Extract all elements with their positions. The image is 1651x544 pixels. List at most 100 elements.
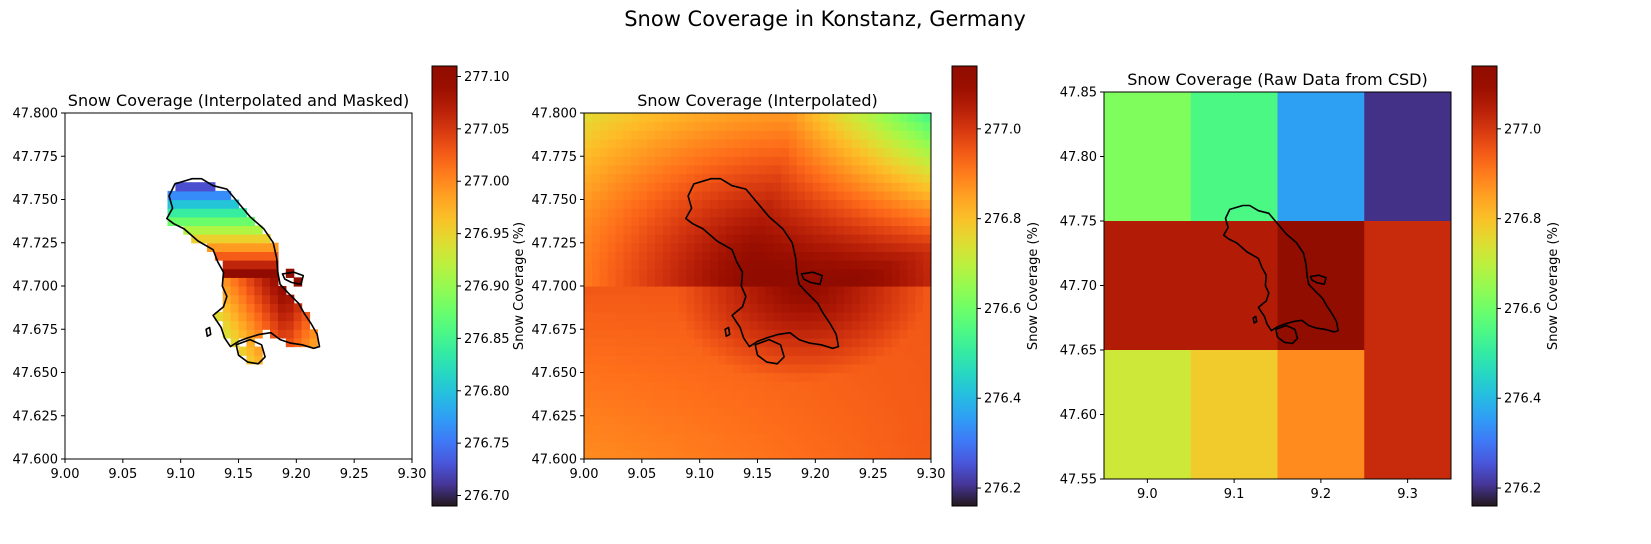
heatmap-cell xyxy=(915,121,924,131)
heatmap-cell xyxy=(678,311,688,322)
heatmap-cell xyxy=(694,346,703,356)
heatmap-cell xyxy=(757,372,766,382)
heatmap-cell xyxy=(678,138,688,149)
heatmap-cell xyxy=(828,130,837,140)
heatmap-cell xyxy=(812,398,822,408)
heatmap-cell xyxy=(804,286,814,296)
heatmap-cell xyxy=(662,234,672,244)
heatmap-cell xyxy=(1190,92,1278,222)
heatmap-cell xyxy=(270,251,279,261)
heatmap-cell xyxy=(899,138,908,149)
heatmap-cell xyxy=(710,199,719,209)
heatmap-cell xyxy=(230,225,240,235)
heatmap-cell xyxy=(230,268,240,278)
heatmap-cell xyxy=(1104,221,1192,351)
heatmap-cell xyxy=(230,208,240,218)
heatmap-cell xyxy=(733,294,743,304)
heatmap-cell xyxy=(875,208,885,218)
heatmap-cell xyxy=(915,225,924,235)
heatmap-cell xyxy=(623,182,632,192)
heatmap-cell xyxy=(686,156,696,166)
heatmap-cell xyxy=(891,199,901,209)
heatmap-cell xyxy=(812,346,822,356)
heatmap-cell xyxy=(584,415,593,425)
heatmap-cell xyxy=(694,329,703,339)
heatmap-cell xyxy=(214,242,224,252)
colorbar-tick-label: 276.8 xyxy=(1504,212,1541,227)
heatmap-cell xyxy=(804,303,814,313)
heatmap-cell xyxy=(828,424,837,434)
y-tick-label: 47.85 xyxy=(1060,86,1097,101)
heatmap-cell xyxy=(654,164,664,175)
heatmap-cell xyxy=(765,381,774,391)
heatmap-cell xyxy=(820,355,830,365)
heatmap-cell xyxy=(875,199,885,209)
heatmap-cell xyxy=(828,337,837,348)
panel-title: Snow Coverage (Interpolated) xyxy=(637,91,878,110)
heatmap-cell xyxy=(607,311,617,322)
heatmap-cell xyxy=(804,216,814,227)
heatmap-cell xyxy=(836,433,845,443)
heatmap-cell xyxy=(591,182,601,192)
heatmap-cell xyxy=(607,346,617,356)
heatmap-cell xyxy=(883,225,893,235)
heatmap-cell xyxy=(301,320,311,330)
heatmap-cell xyxy=(844,277,853,287)
heatmap-cell xyxy=(844,294,853,304)
heatmap-cell xyxy=(820,398,830,408)
heatmap-cell xyxy=(647,337,656,348)
heatmap-cell xyxy=(860,389,869,400)
heatmap-cell xyxy=(891,294,901,304)
heatmap-cell xyxy=(852,407,861,417)
heatmap-cell xyxy=(607,415,617,425)
heatmap-cell xyxy=(852,147,861,157)
heatmap-cell xyxy=(702,173,711,183)
heatmap-cell xyxy=(725,363,735,374)
heatmap-cell xyxy=(915,320,924,330)
heatmap-cell xyxy=(844,441,853,451)
heatmap-cell xyxy=(631,441,640,451)
heatmap-cell xyxy=(222,294,232,304)
heatmap-cell xyxy=(631,294,640,304)
heatmap-cell xyxy=(584,303,593,313)
heatmap-cell xyxy=(647,329,656,339)
heatmap-cell xyxy=(796,121,806,131)
heatmap-cell xyxy=(757,346,766,356)
heatmap-cell xyxy=(836,234,845,244)
heatmap-cell xyxy=(812,260,822,270)
heatmap-cell xyxy=(860,381,869,391)
heatmap-cell xyxy=(907,199,916,209)
heatmap-cell xyxy=(686,433,696,443)
heatmap-cell xyxy=(773,372,782,382)
heatmap-cell xyxy=(899,216,908,227)
heatmap-cell xyxy=(923,441,931,451)
panel-2: Snow Coverage (Interpolated)9.00 9.05 9.10… xyxy=(512,65,1041,507)
heatmap-cell xyxy=(718,415,727,425)
heatmap-cell xyxy=(607,294,617,304)
heatmap-cell xyxy=(718,208,727,218)
heatmap-cell xyxy=(860,190,869,201)
heatmap-cell xyxy=(741,424,751,434)
heatmap-cell xyxy=(781,320,790,330)
heatmap-cell xyxy=(781,138,790,149)
heatmap-cell xyxy=(718,329,727,339)
heatmap-cell xyxy=(623,320,632,330)
heatmap-cell xyxy=(899,329,908,339)
heatmap-cell xyxy=(733,286,743,296)
heatmap-cell xyxy=(883,199,893,209)
heatmap-cell xyxy=(662,268,672,278)
heatmap-cell xyxy=(262,277,271,287)
heatmap-cell xyxy=(867,346,877,356)
heatmap-cell xyxy=(639,234,648,244)
heatmap-cell xyxy=(718,363,727,374)
heatmap-cell xyxy=(836,147,845,157)
heatmap-cell xyxy=(733,138,743,149)
heatmap-cell xyxy=(765,182,774,192)
y-tick-label: 47.750 xyxy=(13,193,59,208)
heatmap-cell xyxy=(199,208,208,218)
heatmap-cell xyxy=(654,113,664,123)
heatmap-cell xyxy=(804,173,814,183)
heatmap-cell xyxy=(923,242,931,252)
heatmap-cell xyxy=(860,216,869,227)
